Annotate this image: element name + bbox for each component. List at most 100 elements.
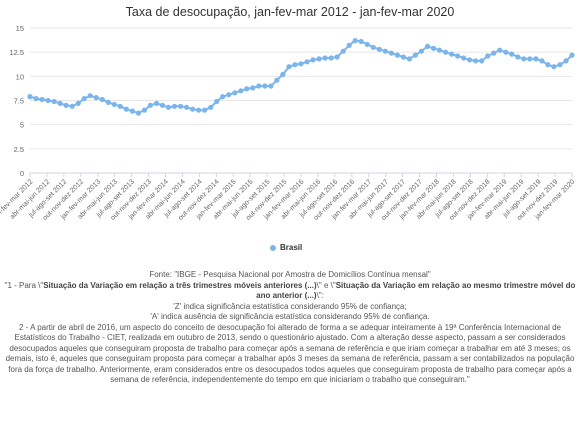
series-brasil[interactable] bbox=[27, 38, 575, 116]
data-point[interactable] bbox=[551, 64, 557, 70]
data-point[interactable] bbox=[418, 48, 424, 54]
data-point[interactable] bbox=[503, 49, 509, 55]
data-point[interactable] bbox=[515, 54, 521, 60]
data-point[interactable] bbox=[220, 94, 226, 100]
data-point[interactable] bbox=[93, 95, 99, 101]
data-point[interactable] bbox=[424, 43, 431, 50]
y-tick-label: 5 bbox=[20, 121, 24, 130]
data-point[interactable] bbox=[81, 96, 87, 102]
data-point[interactable] bbox=[370, 44, 376, 50]
data-point[interactable] bbox=[563, 58, 569, 64]
data-point[interactable] bbox=[364, 41, 370, 48]
y-tick-label: 10 bbox=[16, 72, 24, 81]
data-point[interactable] bbox=[63, 102, 69, 108]
data-point[interactable] bbox=[358, 38, 364, 45]
data-point[interactable] bbox=[304, 59, 310, 65]
data-point[interactable] bbox=[111, 101, 117, 107]
data-point[interactable] bbox=[346, 42, 352, 49]
data-point[interactable] bbox=[51, 98, 57, 105]
data-point[interactable] bbox=[442, 49, 449, 55]
data-point[interactable] bbox=[165, 104, 172, 110]
data-point[interactable] bbox=[232, 90, 238, 96]
unemployment-line-chart: Taxa de desocupação, jan-fev-mar 2012 - … bbox=[0, 5, 576, 222]
data-point[interactable] bbox=[123, 106, 129, 112]
data-point[interactable] bbox=[268, 83, 274, 89]
data-point[interactable] bbox=[545, 62, 551, 68]
data-point[interactable] bbox=[153, 100, 160, 106]
data-point[interactable] bbox=[533, 56, 539, 62]
data-point[interactable] bbox=[280, 71, 286, 77]
data-point[interactable] bbox=[244, 86, 250, 92]
data-point[interactable] bbox=[497, 47, 503, 53]
data-point[interactable] bbox=[449, 51, 455, 57]
data-point[interactable] bbox=[262, 83, 268, 89]
data-point[interactable] bbox=[352, 38, 358, 44]
data-point[interactable] bbox=[292, 62, 298, 68]
data-point[interactable] bbox=[45, 97, 51, 104]
data-point[interactable] bbox=[412, 52, 418, 58]
data-point[interactable] bbox=[473, 58, 479, 64]
data-point[interactable] bbox=[87, 93, 93, 99]
data-point[interactable] bbox=[33, 96, 39, 102]
data-point[interactable] bbox=[105, 99, 111, 105]
data-point[interactable] bbox=[406, 56, 412, 62]
data-point[interactable] bbox=[539, 58, 545, 64]
data-point[interactable] bbox=[196, 107, 202, 113]
data-point[interactable] bbox=[509, 51, 515, 57]
data-point[interactable] bbox=[274, 77, 280, 83]
data-point[interactable] bbox=[256, 83, 262, 89]
data-point[interactable] bbox=[485, 53, 491, 59]
data-point[interactable] bbox=[479, 58, 485, 64]
data-point[interactable] bbox=[75, 100, 81, 106]
data-point[interactable] bbox=[39, 96, 45, 103]
data-point[interactable] bbox=[238, 88, 244, 94]
data-point[interactable] bbox=[129, 108, 135, 114]
data-point[interactable] bbox=[400, 54, 406, 60]
data-point[interactable] bbox=[171, 103, 178, 109]
chart-title: Taxa de desocupação, jan-fev-mar 2012 - … bbox=[126, 5, 455, 19]
data-point[interactable] bbox=[328, 55, 334, 61]
data-point[interactable] bbox=[569, 52, 575, 58]
data-point[interactable] bbox=[430, 45, 437, 51]
data-point[interactable] bbox=[527, 56, 533, 62]
data-point[interactable] bbox=[310, 57, 316, 63]
data-point[interactable] bbox=[226, 92, 232, 98]
data-point[interactable] bbox=[159, 102, 166, 108]
legend[interactable]: Brasil bbox=[270, 243, 302, 252]
source-note: Fonte: "IBGE - Pesquisa Nacional por Amo… bbox=[149, 270, 431, 279]
data-point[interactable] bbox=[27, 94, 33, 100]
data-point[interactable] bbox=[334, 54, 340, 60]
data-point[interactable] bbox=[147, 102, 153, 108]
data-point[interactable] bbox=[388, 50, 394, 56]
data-point[interactable] bbox=[455, 53, 461, 59]
data-point[interactable] bbox=[57, 100, 63, 106]
data-point[interactable] bbox=[69, 103, 75, 109]
data-point[interactable] bbox=[190, 106, 196, 112]
data-point[interactable] bbox=[316, 56, 322, 62]
data-point[interactable] bbox=[521, 56, 527, 62]
data-point[interactable] bbox=[491, 50, 497, 56]
data-point[interactable] bbox=[298, 61, 304, 67]
data-point[interactable] bbox=[286, 64, 292, 70]
data-point[interactable] bbox=[117, 103, 123, 109]
data-point[interactable] bbox=[340, 48, 346, 54]
data-point[interactable] bbox=[208, 104, 214, 110]
data-point[interactable] bbox=[382, 48, 388, 54]
data-point[interactable] bbox=[214, 98, 220, 105]
data-point[interactable] bbox=[202, 107, 208, 113]
data-point[interactable] bbox=[250, 85, 256, 91]
data-point[interactable] bbox=[99, 96, 105, 103]
data-point[interactable] bbox=[557, 62, 563, 68]
data-point[interactable] bbox=[184, 104, 190, 110]
note-1-z: 'Z' indica significância estatística con… bbox=[173, 301, 407, 311]
data-point[interactable] bbox=[436, 47, 443, 53]
data-point[interactable] bbox=[467, 57, 473, 63]
data-point[interactable] bbox=[322, 55, 328, 61]
note-1-suffix: \": bbox=[316, 291, 324, 300]
data-point[interactable] bbox=[178, 103, 184, 109]
data-point[interactable] bbox=[394, 52, 400, 58]
data-point[interactable] bbox=[461, 55, 467, 61]
data-point[interactable] bbox=[376, 46, 382, 52]
data-point[interactable] bbox=[135, 110, 141, 116]
data-point[interactable] bbox=[141, 107, 147, 113]
